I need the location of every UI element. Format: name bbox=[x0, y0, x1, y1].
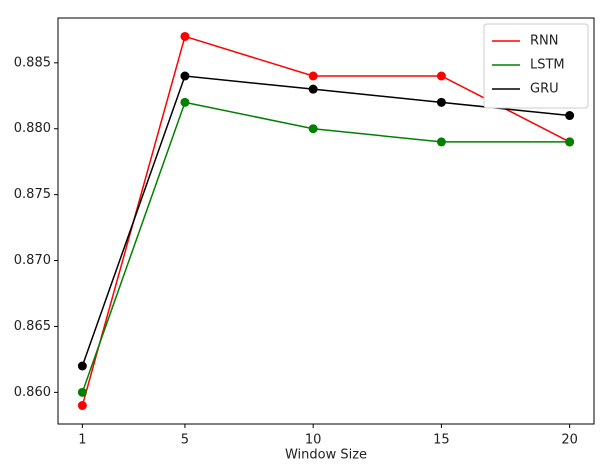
y-tick-label: 0.865 bbox=[14, 319, 51, 334]
y-tick-label: 0.875 bbox=[14, 187, 51, 202]
line bbox=[81, 75, 570, 367]
marker bbox=[565, 137, 575, 147]
marker bbox=[436, 137, 446, 147]
marker bbox=[77, 401, 87, 411]
y-tick-label: 0.870 bbox=[14, 253, 51, 268]
marker bbox=[77, 361, 87, 371]
y-tick-label: 0.885 bbox=[14, 55, 51, 70]
marker bbox=[180, 71, 190, 81]
y-tick-label: 0.880 bbox=[14, 121, 51, 136]
line bbox=[81, 101, 570, 393]
x-tick-label: 1 bbox=[78, 433, 86, 448]
legend: RNN LSTM GRU bbox=[483, 23, 589, 109]
marker bbox=[436, 71, 446, 81]
x-tick-label: 10 bbox=[305, 433, 322, 448]
x-axis-label: Window Size bbox=[285, 448, 367, 463]
legend-label: GRU bbox=[530, 82, 559, 97]
plot-frame bbox=[57, 17, 595, 425]
y-tick-label: 0.860 bbox=[14, 385, 51, 400]
x-tick-label: 15 bbox=[433, 433, 450, 448]
marker bbox=[565, 111, 575, 121]
legend-label: LSTM bbox=[530, 58, 565, 73]
marker bbox=[308, 84, 318, 94]
legend-label: RNN bbox=[530, 34, 558, 49]
x-tick-label: 20 bbox=[561, 433, 578, 448]
marker bbox=[308, 124, 318, 134]
legend-box bbox=[483, 23, 589, 109]
marker bbox=[180, 31, 190, 41]
marker bbox=[436, 97, 446, 107]
x-tick-label: 5 bbox=[181, 433, 189, 448]
marker bbox=[77, 387, 87, 397]
marker bbox=[180, 97, 190, 107]
marker bbox=[308, 71, 318, 81]
